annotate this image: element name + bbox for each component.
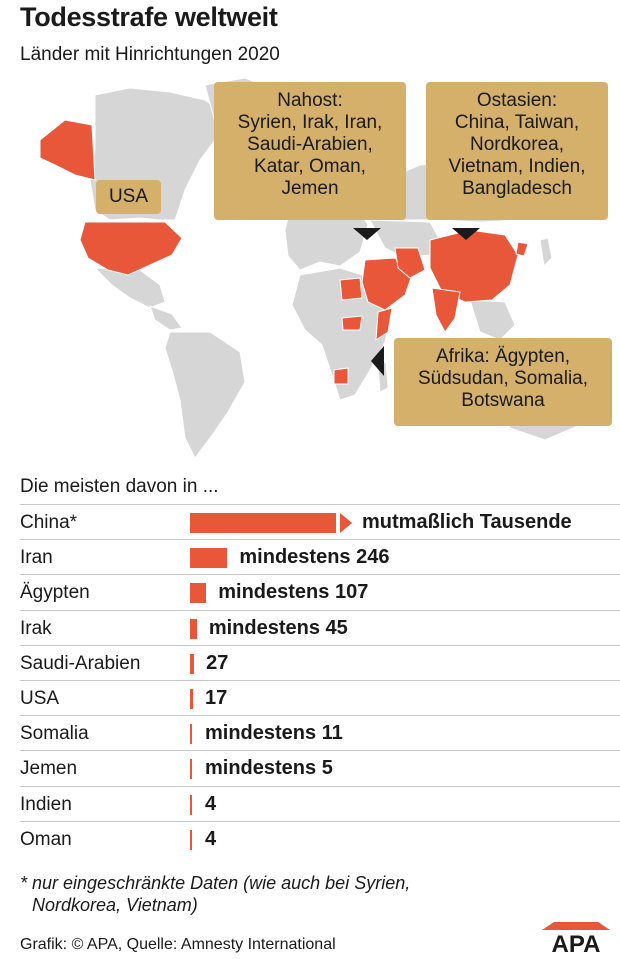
callout-ostasien-line: Bangladesch (462, 178, 572, 199)
arrowhead-icon (340, 513, 352, 533)
map-central-america (149, 305, 183, 331)
map-north-korea (515, 241, 529, 257)
map-south-sudan (341, 315, 363, 331)
table-row: Irak mindestens 45 (20, 609, 620, 646)
data-label: mindestens 107 (218, 581, 369, 604)
data-label: 17 (205, 687, 228, 709)
data-label: 4 (205, 792, 217, 815)
table-row: Jemen mindestens 5 (20, 750, 620, 786)
row-country: Ägypten (20, 582, 90, 604)
data-label: 4 (205, 827, 217, 850)
apa-logo: APA (542, 922, 610, 954)
table-row: China* mutmaßlich Tausende (20, 504, 620, 540)
row-country: Irak (20, 617, 52, 639)
callout-ostasien-line: Ostasien: (476, 90, 558, 111)
callout-nahost-line: Saudi-Arabien, (247, 134, 373, 155)
callout-ostasien-line: Nordkorea, (470, 134, 564, 155)
callout-ostasien-line: China, Taiwan, (454, 112, 580, 133)
bar (190, 829, 192, 850)
footnote: * nur eingeschränkte Daten (wie auch bei… (20, 872, 410, 916)
callout-nahost-line: Jemen (281, 178, 339, 199)
page-subtitle: Länder mit Hinrichtungen 2020 (20, 44, 280, 65)
data-label: mindestens 5 (205, 757, 333, 780)
map-mexico (93, 267, 166, 309)
footnote-line: Nordkorea, Vietnam) (32, 895, 198, 915)
data-label: mutmaßlich Tausende (362, 511, 572, 533)
map-egypt (339, 277, 363, 301)
map-botswana (333, 367, 349, 385)
table-row: Saudi-Arabien 27 (20, 644, 620, 681)
bar (190, 759, 192, 780)
callout-nahost: Nahost: Syrien, Irak, Iran, Saudi-Arabie… (214, 82, 406, 220)
footnote-line: * nur eingeschränkte Daten (wie auch bei… (20, 873, 411, 893)
bar (190, 548, 228, 569)
callout-usa-line: USA (108, 186, 149, 207)
map-southeast-asia (469, 299, 516, 341)
callout-ostasien: Ostasien: China, Taiwan, Nordkorea, Viet… (426, 82, 608, 220)
bar (190, 583, 207, 604)
page-title: Todesstrafe weltweit (20, 2, 278, 32)
data-label: mindestens 246 (239, 546, 390, 569)
bar (190, 724, 192, 745)
bar (190, 689, 193, 709)
row-country: Saudi-Arabien (20, 652, 141, 674)
table-row: Somalia mindestens 11 (20, 715, 620, 751)
map-usa (79, 221, 183, 276)
source-credit: Grafik: © APA, Quelle: Amnesty Internati… (20, 936, 336, 953)
callout-usa: USA (96, 180, 161, 214)
data-label: mindestens 11 (205, 722, 343, 745)
callout-afrika-line: Afrika: Ägypten, (435, 346, 571, 367)
table-row: Oman 4 (20, 820, 620, 857)
chart-title: Die meisten davon in ... (20, 476, 219, 497)
callout-afrika: Afrika: Ägypten, Südsudan, Somalia, Bots… (394, 338, 612, 426)
callout-pointer-nahost (353, 228, 381, 240)
callout-nahost-line: Syrien, Irak, Iran, (237, 112, 383, 133)
table-row: Iran mindestens 246 (20, 539, 620, 575)
map-south-america (164, 331, 246, 459)
row-country: Indien (20, 793, 72, 815)
row-country: Somalia (20, 723, 89, 745)
callout-afrika-line: Botswana (461, 390, 545, 411)
bar (190, 794, 192, 815)
map-somalia (375, 307, 393, 341)
callout-nahost-line: Nahost: (277, 90, 343, 111)
callout-nahost-line: Katar, Oman, (254, 156, 366, 177)
row-country: Oman (20, 828, 72, 850)
callout-pointer-afrika (371, 346, 384, 376)
row-country: USA (20, 688, 60, 709)
bar (190, 618, 197, 639)
map-japan (539, 237, 553, 268)
callout-afrika-line: Südsudan, Somalia, (417, 368, 589, 389)
row-country: Iran (20, 547, 53, 569)
table-row: USA 17 (20, 680, 620, 716)
callout-ostasien-line: Vietnam, Indien, (448, 156, 586, 177)
map-china (429, 229, 519, 303)
data-label: 27 (206, 651, 229, 674)
table-row: Ägypten mindestens 107 (20, 574, 620, 610)
callout-pointer-ostasien (452, 228, 480, 240)
apa-logo-text: APA (552, 931, 601, 954)
bar (190, 513, 336, 533)
row-country: Jemen (20, 758, 78, 780)
map-alaska (39, 119, 96, 181)
data-label: mindestens 45 (208, 616, 348, 639)
row-country: China* (20, 512, 78, 533)
map-iran (394, 247, 426, 279)
table-row: Indien 4 (20, 785, 620, 822)
bar (190, 653, 195, 674)
map-india (431, 287, 461, 333)
